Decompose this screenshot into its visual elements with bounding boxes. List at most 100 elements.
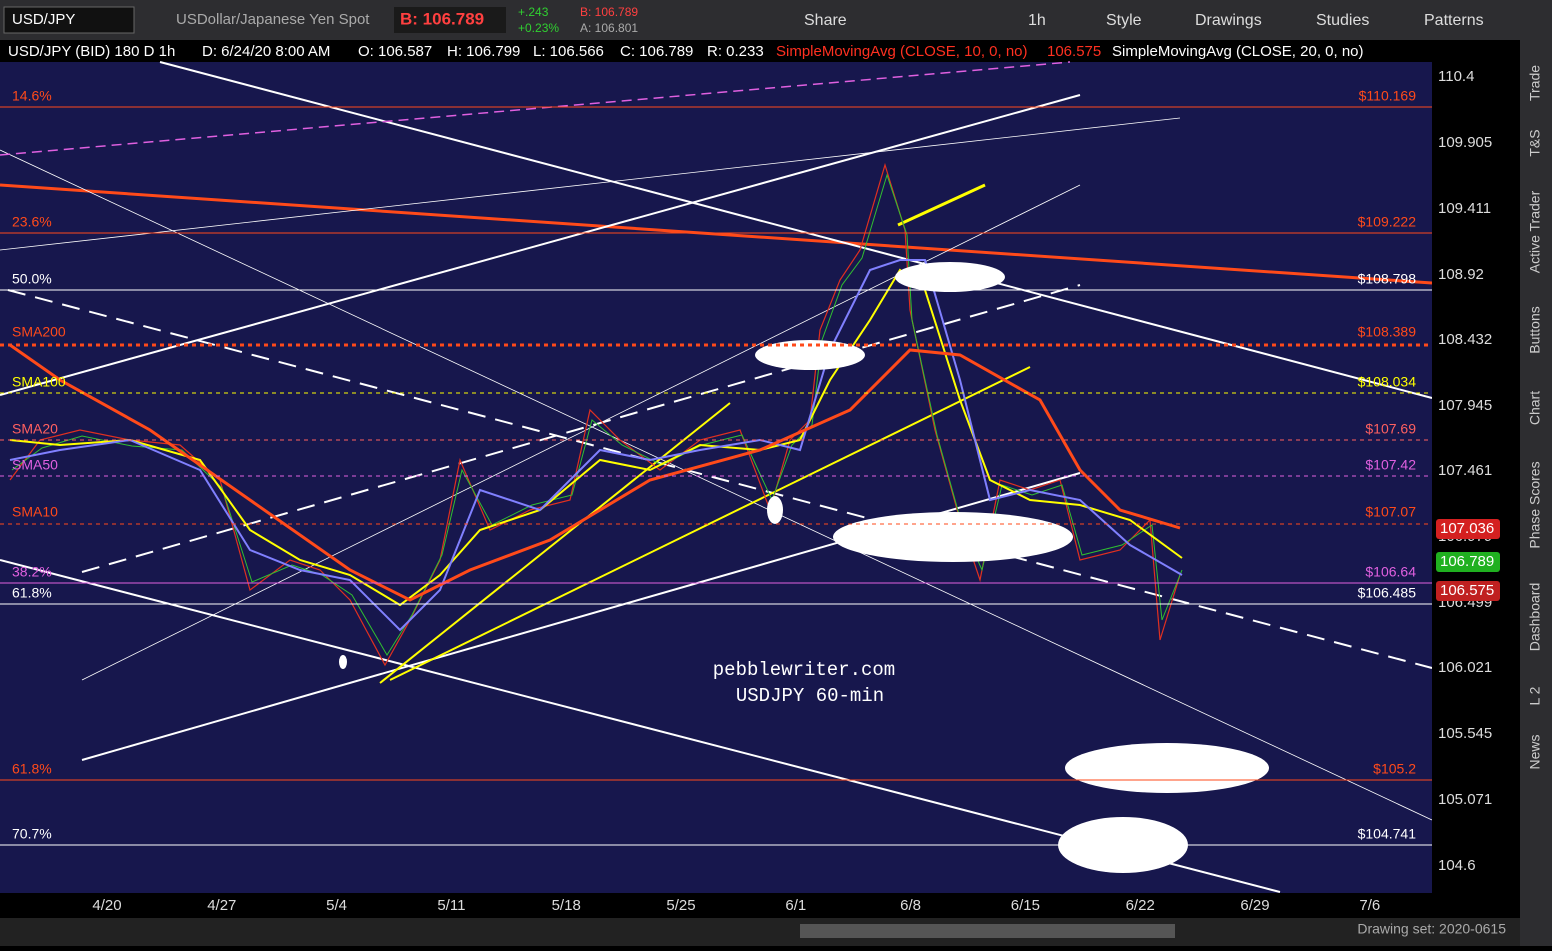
level-label: SMA50 — [12, 457, 58, 473]
level-price: $108.389 — [1358, 324, 1417, 340]
info-low: L: 106.566 — [533, 43, 604, 60]
scroll-thumb[interactable] — [800, 924, 1175, 938]
sma200 — [9, 343, 1181, 602]
toolbar-button[interactable]: 1h — [1028, 12, 1046, 29]
ellipse — [755, 340, 865, 370]
date-tick: 4/27 — [207, 897, 236, 914]
sidebar-tab[interactable]: News — [1527, 734, 1543, 769]
level-label: 50.0% — [12, 271, 52, 287]
watermark: pebblewriter.com — [713, 659, 895, 681]
info-open: O: 106.587 — [358, 43, 432, 60]
info-study1: SimpleMovingAvg (CLOSE, 10, 0, no) — [776, 43, 1028, 60]
level-price: $107.69 — [1365, 421, 1416, 437]
sidebar-tab[interactable]: T&S — [1527, 129, 1543, 156]
price-tag-text: 107.036 — [1440, 520, 1494, 537]
scrollbar — [0, 918, 1520, 946]
level-label: SMA100 — [12, 374, 66, 390]
sidebar-tab[interactable]: Dashboard — [1527, 583, 1543, 652]
level-label: 70.7% — [12, 826, 52, 842]
description: USDollar/Japanese Yen Spot — [176, 11, 370, 28]
level-price: $104.741 — [1358, 826, 1417, 842]
sidebar-tab[interactable]: L 2 — [1527, 686, 1543, 705]
date-tick: 5/25 — [666, 897, 695, 914]
info-high: H: 106.799 — [447, 43, 520, 60]
arrow — [897, 183, 986, 227]
price-axis — [1432, 62, 1520, 893]
last-price: B: 106.789 — [400, 9, 484, 28]
level-price: $109.222 — [1358, 214, 1417, 230]
sidebar-tab[interactable]: Chart — [1527, 391, 1543, 425]
level-price: $108.034 — [1358, 374, 1417, 390]
level-price: $107.42 — [1365, 457, 1416, 473]
price-tag-text: 106.575 — [1440, 582, 1494, 599]
date-tick: 5/18 — [552, 897, 581, 914]
info-study2: SimpleMovingAvg (CLOSE, 20, 0, no) — [1112, 43, 1364, 60]
level-price: $108.798 — [1358, 271, 1417, 287]
date-tick: 7/6 — [1359, 897, 1380, 914]
price-tag — [1436, 581, 1500, 601]
last-box — [394, 7, 506, 33]
level-price: $110.169 — [1359, 88, 1417, 104]
trendline — [0, 149, 1433, 821]
change: +.243 — [518, 5, 549, 19]
trendline — [7, 289, 1433, 669]
level-label: 38.2% — [12, 564, 52, 580]
ellipse — [895, 262, 1005, 292]
toolbar-button[interactable]: Style — [1106, 12, 1142, 29]
trendline — [379, 402, 731, 684]
change-pct: +0.23% — [518, 21, 559, 35]
date-tick: 5/4 — [326, 897, 347, 914]
date-axis — [0, 893, 1520, 918]
price-tag — [1436, 519, 1500, 539]
level-price: $105.2 — [1373, 761, 1416, 777]
watermark: USDJPY 60-min — [736, 685, 884, 707]
toolbar-button[interactable]: Studies — [1316, 12, 1369, 29]
trendline — [0, 117, 1181, 251]
footer: Drawing set: 2020-0615 — [1357, 921, 1506, 937]
sma50 — [9, 259, 1183, 632]
info-symbol: USD/JPY (BID) 180 D 1h — [8, 43, 175, 60]
date-tick: 5/11 — [437, 897, 465, 914]
toolbar-button[interactable]: Share — [804, 12, 847, 29]
level-label: SMA200 — [12, 324, 66, 340]
price-tick: 107.461 — [1438, 462, 1492, 479]
date-tick: 6/1 — [785, 897, 806, 914]
level-label: 61.8% — [12, 585, 52, 601]
date-tick: 6/15 — [1011, 897, 1040, 914]
bid: B: 106.789 — [580, 5, 638, 19]
price-tick: 105.071 — [1438, 791, 1492, 808]
info-study1_value: 106.575 — [1047, 43, 1101, 60]
price-tick: 108.432 — [1438, 331, 1492, 348]
price-tag-text: 106.789 — [1440, 553, 1494, 570]
toolbar — [0, 0, 1552, 40]
sidebar-tab[interactable]: Trade — [1527, 65, 1543, 101]
sidebar-tab[interactable]: Phase Scores — [1527, 461, 1543, 548]
ask: A: 106.801 — [580, 21, 638, 35]
level-label: 61.8% — [12, 761, 52, 777]
toolbar-button[interactable]: Drawings — [1195, 12, 1262, 29]
price-tick: 110.4 — [1438, 68, 1474, 85]
sidebar — [1520, 40, 1552, 946]
level-label: SMA10 — [12, 504, 58, 520]
symbol-box[interactable] — [3, 6, 135, 34]
date-tick: 4/20 — [92, 897, 121, 914]
level-label: 14.6% — [12, 88, 52, 104]
ellipse — [339, 655, 347, 669]
date-tick: 6/8 — [900, 897, 921, 914]
info-bar — [0, 40, 1432, 62]
info-close: C: 106.789 — [620, 43, 693, 60]
price-tick: 105.545 — [1438, 725, 1492, 742]
level-price: $107.07 — [1365, 504, 1416, 520]
ellipse — [833, 512, 1073, 562]
sma100 — [9, 268, 1183, 607]
ellipse — [1065, 743, 1269, 793]
sidebar-tab[interactable]: Active Trader — [1527, 190, 1543, 273]
ellipse — [767, 496, 783, 524]
sidebar-tab[interactable]: Buttons — [1527, 306, 1543, 353]
level-price: $106.64 — [1365, 564, 1416, 580]
drawings — [0, 61, 1433, 893]
level-label: SMA20 — [12, 421, 58, 437]
toolbar-button[interactable]: Patterns — [1424, 12, 1484, 29]
